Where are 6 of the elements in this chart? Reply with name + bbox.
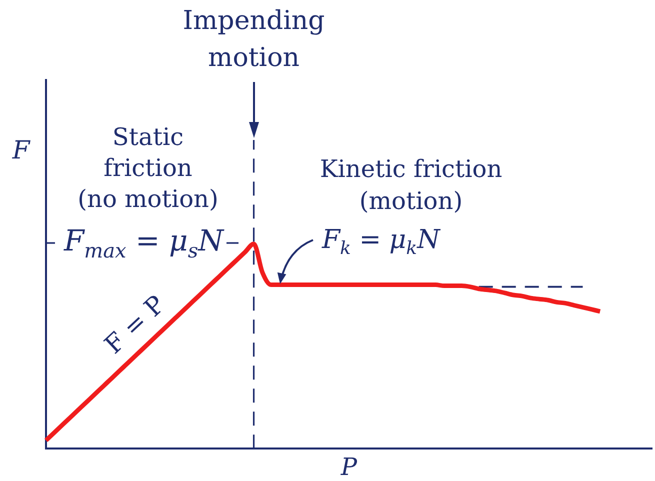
annotation: F = P — [98, 290, 170, 360]
text: Kinetic friction (motion) — [320, 155, 502, 216]
x-axis-title: P — [340, 452, 358, 481]
text: Impending motion — [182, 6, 325, 73]
y-axis-title: F — [11, 136, 32, 164]
text: Static friction (no motion) — [78, 123, 218, 214]
